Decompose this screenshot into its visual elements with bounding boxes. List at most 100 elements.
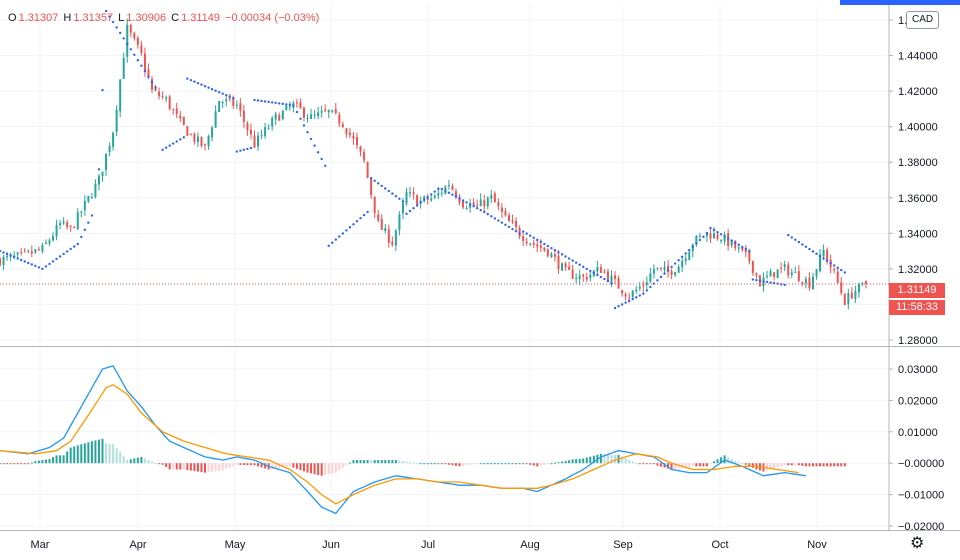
sar-dot [37,266,41,269]
macd-tick-label: −0.01000 [898,490,944,502]
candle-body [412,192,415,195]
candle-body [628,297,631,299]
histogram-bar [196,463,199,472]
sar-dot [210,87,214,91]
candle-body [670,271,673,275]
histogram-bar [840,463,843,467]
candle-body [147,69,150,78]
histogram-bar [207,463,210,473]
candle-body [239,103,242,111]
sar-dot [193,80,196,83]
histogram-bar [695,463,698,467]
candle-body [20,251,23,253]
candle-body [97,175,100,185]
histogram-bar [34,461,37,464]
histogram-bar [27,463,30,465]
candle-body [387,229,390,243]
histogram-bar [366,460,369,464]
histogram-bar [373,460,376,464]
sar-dot [9,254,12,257]
sar-dot [518,232,521,235]
candle-body [345,128,348,134]
histogram-bar [674,463,677,470]
gear-icon[interactable]: ⚙ [910,535,925,552]
histogram-bar [585,457,588,464]
candle-body [497,202,500,206]
sar-dot [309,137,313,141]
candle-body [242,110,245,122]
candle-body [617,278,620,289]
histogram-bar [440,463,443,465]
sar-dot [295,110,299,114]
sar-dot [673,262,677,265]
sar-dot [574,261,578,264]
sar-dot [659,275,663,279]
histogram-bar [483,463,486,465]
price-tick-label: 1.34000 [898,228,938,240]
grid-lines [0,5,889,530]
histogram-bar [582,458,585,464]
histogram-bar [331,463,334,474]
sar-dot [525,232,528,235]
candle-body [363,152,366,161]
sar-dot [270,101,274,104]
sar-dot [12,255,16,259]
candle-body [253,135,256,148]
candle-body [55,225,58,237]
candle-body [34,249,37,253]
histogram-bar [115,448,118,464]
candle-body [232,98,235,106]
histogram-bar [302,463,305,472]
sar-dot [73,245,76,248]
histogram-bar [568,460,571,464]
sar-dot [182,136,186,139]
sar-dot [550,246,553,250]
candle-body [522,236,525,241]
candle-body [741,247,744,251]
histogram-bar [76,445,79,464]
candle-body [465,208,468,210]
candle-body [90,196,93,198]
sar-dot [560,253,564,256]
currency-badge[interactable]: CAD [906,11,940,29]
candle-body [281,110,284,120]
candle-body [564,263,567,268]
candle-body [769,270,772,277]
histogram-bar [592,455,595,464]
candle-body [635,289,638,292]
histogram-bar [44,459,47,464]
sar-dot [401,200,405,203]
candle-body [652,269,655,274]
sar-dot [133,53,136,56]
sar-dot [426,195,429,199]
histogram-bar [133,458,136,464]
sar-dot [331,241,334,244]
sar-dot [808,247,811,251]
candle-body [511,220,514,223]
candle-body [30,251,33,254]
sar-dot [832,264,836,267]
candle-body [6,256,9,258]
sar-dot [341,232,345,235]
candle-body [193,133,196,142]
candle-body [352,135,355,139]
histogram-bar [766,463,769,471]
histogram-bar [398,460,401,464]
sar-dot [232,97,235,100]
sar-dot [737,243,740,247]
histogram-bar [698,463,701,467]
candle-body [391,241,394,245]
candle-body [561,263,564,271]
sar-dot [430,193,433,196]
candle-body [249,129,252,135]
histogram-bar [232,463,235,467]
candle-body [394,230,397,246]
change-value: −0.00034 (−0.03%) [225,12,320,24]
sar-dot [688,248,691,252]
histogram-bar [260,463,263,468]
sar-dot [391,192,394,195]
histogram-bar [833,463,836,467]
candle-body [94,183,97,198]
sar-dot [702,235,705,238]
